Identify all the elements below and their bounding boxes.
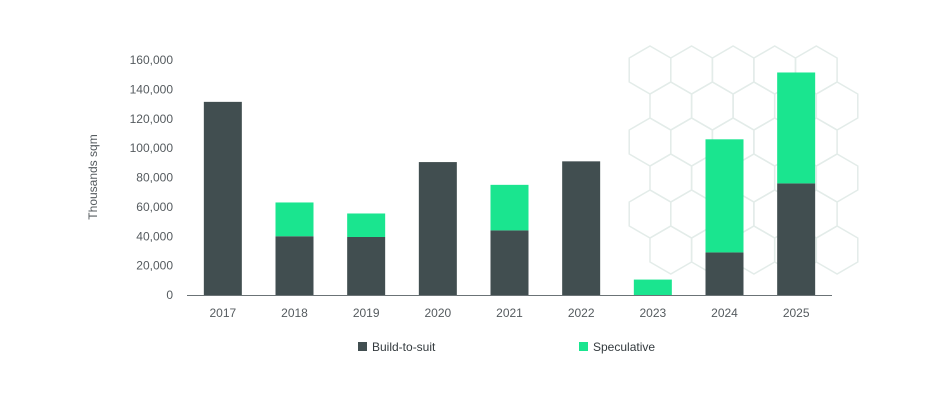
y-tick-label: 160,000	[130, 53, 174, 67]
y-axis-ticks: 0 20,000 40,000 60,000 80,000 100,000 120,000 1…	[130, 53, 174, 302]
bar-build-to-suit-2025	[777, 183, 816, 295]
x-axis-ticks: 2017 2018 2019 2020 2021 2022 2023 2024 2025	[209, 306, 809, 320]
hexagon-shape-19	[815, 153, 859, 203]
x-tick-label: 2023	[639, 306, 666, 320]
x-tick-label: 2021	[496, 306, 523, 320]
bar-speculative-2024	[705, 139, 744, 253]
bar-build-to-suit-2019	[347, 236, 386, 295]
y-axis-title: Thousands sqm	[86, 134, 100, 219]
x-tick-label: 2017	[209, 306, 236, 320]
hexagon-shape-5	[649, 81, 693, 131]
bar-speculative-2019	[347, 213, 386, 237]
x-tick-label: 2020	[424, 306, 451, 320]
bar-speculative-2023	[633, 279, 672, 295]
y-tick-label: 100,000	[130, 141, 174, 155]
bar-build-to-suit-2017	[203, 101, 242, 295]
hexagon-shape-20	[628, 189, 672, 239]
y-tick-label: 120,000	[130, 112, 174, 126]
hexagon-shape-6	[690, 81, 734, 131]
x-tick-label: 2019	[353, 306, 380, 320]
hexagon-shape-29	[815, 225, 859, 275]
hexagon-shape-2	[711, 45, 755, 95]
hexagon-shape-9	[815, 81, 859, 131]
bar-speculative-2025	[777, 72, 816, 184]
legend: Build-to-suit Speculative	[358, 340, 655, 354]
hexagon-shape-7	[732, 81, 776, 131]
legend-swatch-build-to-suit	[358, 342, 367, 351]
hexagon-shape-0	[628, 45, 672, 95]
y-tick-label: 0	[166, 288, 173, 302]
y-tick-label: 20,000	[136, 259, 173, 273]
bar-build-to-suit-2022	[562, 161, 601, 295]
bar-build-to-suit-2018	[275, 236, 314, 295]
y-tick-label: 80,000	[136, 171, 173, 185]
x-tick-label: 2025	[783, 306, 810, 320]
hexagon-shape-25	[649, 225, 693, 275]
legend-label-speculative: Speculative	[593, 340, 655, 354]
y-tick-label: 140,000	[130, 82, 174, 96]
bar-build-to-suit-2021	[490, 230, 529, 295]
x-tick-label: 2022	[568, 306, 595, 320]
hexagon-shape-1	[670, 45, 714, 95]
hexagon-shape-15	[649, 153, 693, 203]
bar-speculative-2021	[490, 184, 529, 231]
bar-speculative-2018	[275, 202, 314, 237]
legend-swatch-speculative	[579, 342, 588, 351]
y-tick-label: 60,000	[136, 200, 173, 214]
hexagon-shape-10	[628, 117, 672, 167]
x-tick-label: 2024	[711, 306, 738, 320]
bar-build-to-suit-2020	[418, 162, 457, 295]
bars-layer	[203, 72, 816, 295]
bar-build-to-suit-2024	[705, 252, 744, 295]
x-tick-label: 2018	[281, 306, 308, 320]
y-tick-label: 40,000	[136, 229, 173, 243]
legend-label-build-to-suit: Build-to-suit	[372, 340, 436, 354]
